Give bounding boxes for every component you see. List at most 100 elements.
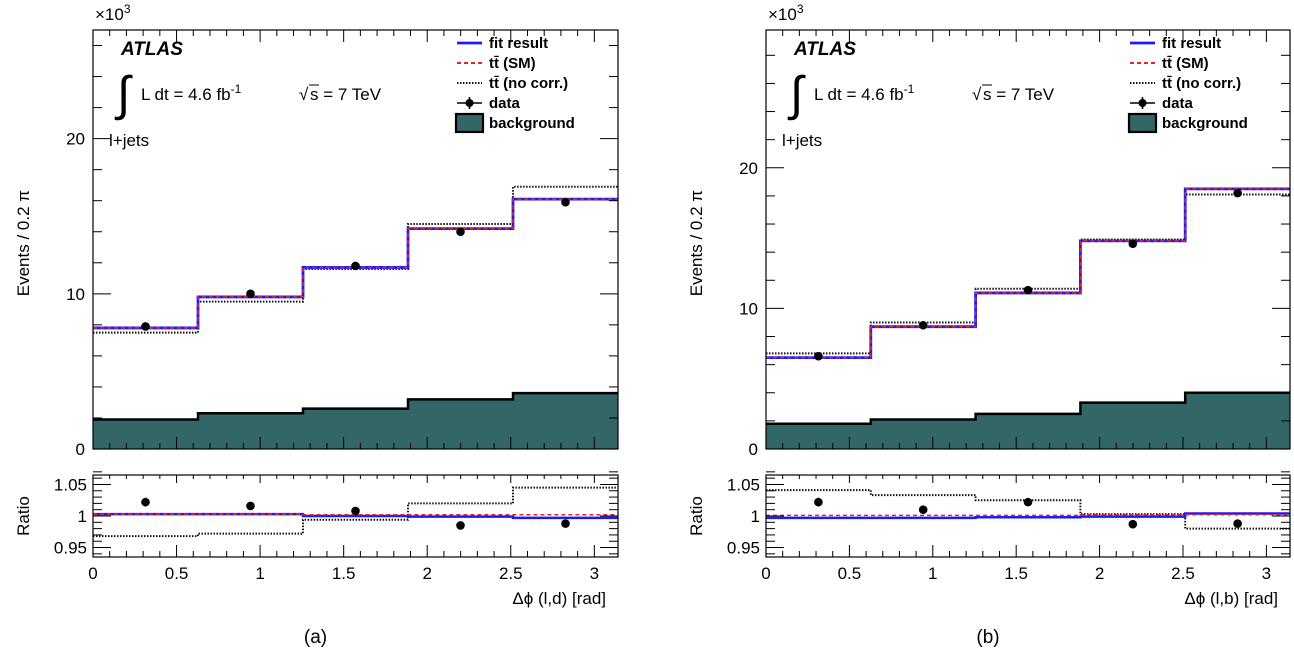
exponent-base: ×10 bbox=[768, 5, 797, 24]
data-point bbox=[1233, 188, 1242, 198]
ratio-tick-label: 1 bbox=[751, 507, 760, 526]
x-tick-label: 1.5 bbox=[1004, 564, 1028, 583]
y-axis-title: Events / 0.2 π bbox=[687, 190, 706, 296]
ratio-sm-step bbox=[766, 513, 1290, 517]
ratio-axis-title: Ratio bbox=[687, 496, 706, 536]
sqrt-sign: √ bbox=[299, 85, 309, 104]
ratio-data-point bbox=[1023, 497, 1033, 507]
x-tick-label: 2.5 bbox=[1171, 564, 1195, 583]
ratio-data-point bbox=[141, 497, 150, 507]
legend-label: background bbox=[1162, 115, 1248, 132]
lumi-text: L dt = 4.6 fb bbox=[141, 85, 231, 104]
legend-label: tt̄ (SM) bbox=[1162, 55, 1209, 72]
panel-label: (a) bbox=[304, 627, 327, 648]
ratio-data-point bbox=[561, 519, 570, 528]
ratio-data-point bbox=[1233, 519, 1242, 528]
exponent-label: ×103 bbox=[768, 2, 804, 24]
data-point bbox=[1023, 285, 1033, 295]
legend-background-swatch bbox=[454, 112, 485, 134]
y-tick-label: 20 bbox=[66, 130, 85, 149]
lumi-exp: -1 bbox=[231, 82, 242, 96]
x-tick-label: 1.5 bbox=[332, 564, 356, 583]
lumi-exp: -1 bbox=[904, 82, 915, 96]
y-axis-title: Events / 0.2 π bbox=[14, 190, 33, 296]
ratio-tick-label: 0.95 bbox=[727, 539, 760, 558]
y-tick-label: 0 bbox=[749, 440, 758, 459]
background-edge bbox=[93, 391, 618, 421]
x-tick-label: 0 bbox=[761, 564, 770, 583]
ratio-fit-step bbox=[766, 512, 1290, 520]
legend-label: data bbox=[489, 95, 521, 112]
x-tick-label: 3 bbox=[590, 564, 599, 583]
exponent-power: 3 bbox=[124, 2, 131, 16]
data-point bbox=[561, 197, 570, 207]
x-tick-label: 2 bbox=[1095, 564, 1104, 583]
lumi-text: L dt = 4.6 fb bbox=[814, 85, 904, 104]
main-frame bbox=[92, 29, 619, 450]
y-tick-label: 10 bbox=[739, 299, 758, 318]
background-area bbox=[93, 393, 618, 449]
atlas-label: ATLAS bbox=[793, 39, 856, 60]
atlas-label: ATLAS bbox=[120, 39, 183, 60]
legend-background-swatch bbox=[1127, 112, 1158, 134]
y-tick-label: 20 bbox=[739, 159, 758, 178]
x-tick-label: 0.5 bbox=[838, 564, 862, 583]
ratio-data-point bbox=[918, 505, 928, 514]
ratio-axis-title: Ratio bbox=[14, 496, 33, 536]
x-axis-title: Δϕ (l,d) [rad] bbox=[512, 589, 606, 608]
ratio-fit-step bbox=[93, 512, 618, 520]
integral-sign: ∫ bbox=[114, 68, 133, 121]
ratio-data-point bbox=[814, 497, 823, 507]
integral-sign: ∫ bbox=[787, 68, 806, 121]
x-tick-label: 0 bbox=[88, 564, 97, 583]
energy-label: s = 7 TeV bbox=[310, 85, 382, 104]
legend-data-marker bbox=[1138, 99, 1147, 107]
ratio-tick-label: 1.05 bbox=[54, 475, 87, 494]
ratio-data-point bbox=[1128, 519, 1138, 529]
lumi-label: L dt = 4.6 fb-1 bbox=[814, 82, 915, 104]
x-tick-label: 0.5 bbox=[165, 564, 189, 583]
y-tick-label: 10 bbox=[66, 285, 85, 304]
y-tick-label: 0 bbox=[76, 440, 85, 459]
exponent-power: 3 bbox=[797, 2, 804, 16]
x-tick-label: 2.5 bbox=[499, 564, 523, 583]
main-frame bbox=[765, 29, 1291, 450]
x-tick-label: 1 bbox=[928, 564, 937, 583]
legend-label: fit result bbox=[489, 35, 548, 52]
energy-label: s = 7 TeV bbox=[983, 85, 1055, 104]
series-sm-step bbox=[766, 188, 1290, 359]
exponent-label: ×103 bbox=[95, 2, 131, 24]
data-point bbox=[246, 289, 255, 299]
x-tick-label: 1 bbox=[255, 564, 264, 583]
data-point bbox=[918, 320, 928, 330]
channel-label: l+jets bbox=[109, 131, 149, 150]
exponent-base: ×10 bbox=[95, 5, 124, 24]
panel-label: (b) bbox=[976, 627, 999, 648]
data-point bbox=[141, 322, 150, 331]
ratio-sm-step bbox=[93, 513, 618, 516]
data-point bbox=[456, 227, 465, 237]
ratio-data-point bbox=[246, 501, 255, 511]
ratio-tick-label: 1 bbox=[78, 507, 87, 526]
channel-label: l+jets bbox=[782, 131, 822, 150]
legend-label: fit result bbox=[1162, 35, 1221, 52]
background-edge bbox=[766, 391, 1290, 425]
legend-label: tt̄ (no corr.) bbox=[489, 75, 568, 92]
lumi-label: L dt = 4.6 fb-1 bbox=[141, 82, 242, 104]
legend-label: tt̄ (SM) bbox=[489, 55, 536, 72]
x-tick-label: 2 bbox=[422, 564, 431, 583]
ratio-tick-label: 1.05 bbox=[727, 475, 760, 494]
ratio-nocorr-step bbox=[766, 489, 1290, 530]
sqrt-sign: √ bbox=[972, 85, 982, 104]
ratio-tick-label: 0.95 bbox=[54, 539, 87, 558]
series-fit-step bbox=[766, 187, 1290, 360]
ratio-data-point bbox=[456, 521, 465, 530]
ratio-nocorr-step bbox=[93, 486, 618, 538]
data-point bbox=[814, 351, 823, 361]
series-nocorr-step bbox=[766, 193, 1290, 355]
ratio-data-point bbox=[351, 506, 360, 516]
legend-label: background bbox=[489, 115, 575, 132]
